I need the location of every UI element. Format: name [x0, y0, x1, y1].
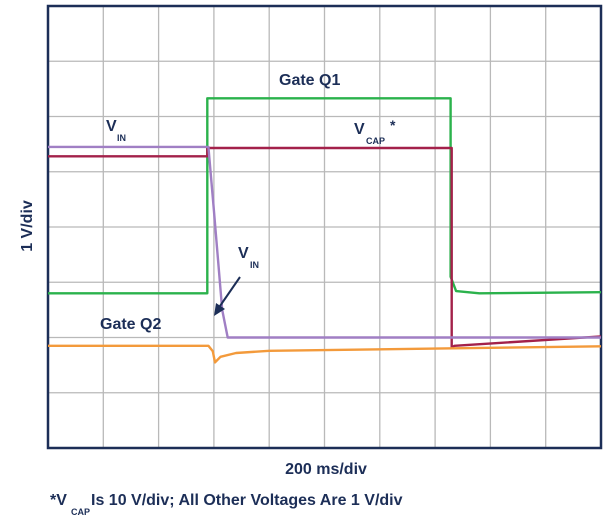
label-vcap-star: *	[390, 117, 396, 133]
scope-frame	[46, 4, 603, 450]
vin-arrow	[214, 276, 241, 316]
label-gate-q2: Gate Q2	[100, 316, 161, 333]
trace-v-in	[48, 145, 601, 339]
label-vcap-sub: CAP	[366, 136, 385, 146]
y-axis-label: 1 V/div	[19, 200, 36, 252]
label-vin-2-sub: IN	[250, 260, 259, 270]
label-vin-1-sub: IN	[117, 133, 126, 143]
scope-grid	[46, 4, 603, 450]
label-vin-2: V	[238, 245, 249, 262]
footnote-rest: Is 10 V/div; All Other Voltages Are 1 V/…	[91, 492, 403, 509]
footnote-prefix: *V	[50, 492, 67, 509]
label-gate-q1: Gate Q1	[279, 72, 340, 89]
label-vin-1: V	[106, 118, 117, 135]
trace-v-cap	[48, 146, 602, 349]
footnote-sub: CAP	[71, 507, 90, 517]
trace-gate-q2	[48, 344, 602, 364]
traces	[48, 97, 602, 364]
x-axis-label: 200 ms/div	[285, 461, 367, 478]
label-vcap: V	[354, 121, 365, 138]
